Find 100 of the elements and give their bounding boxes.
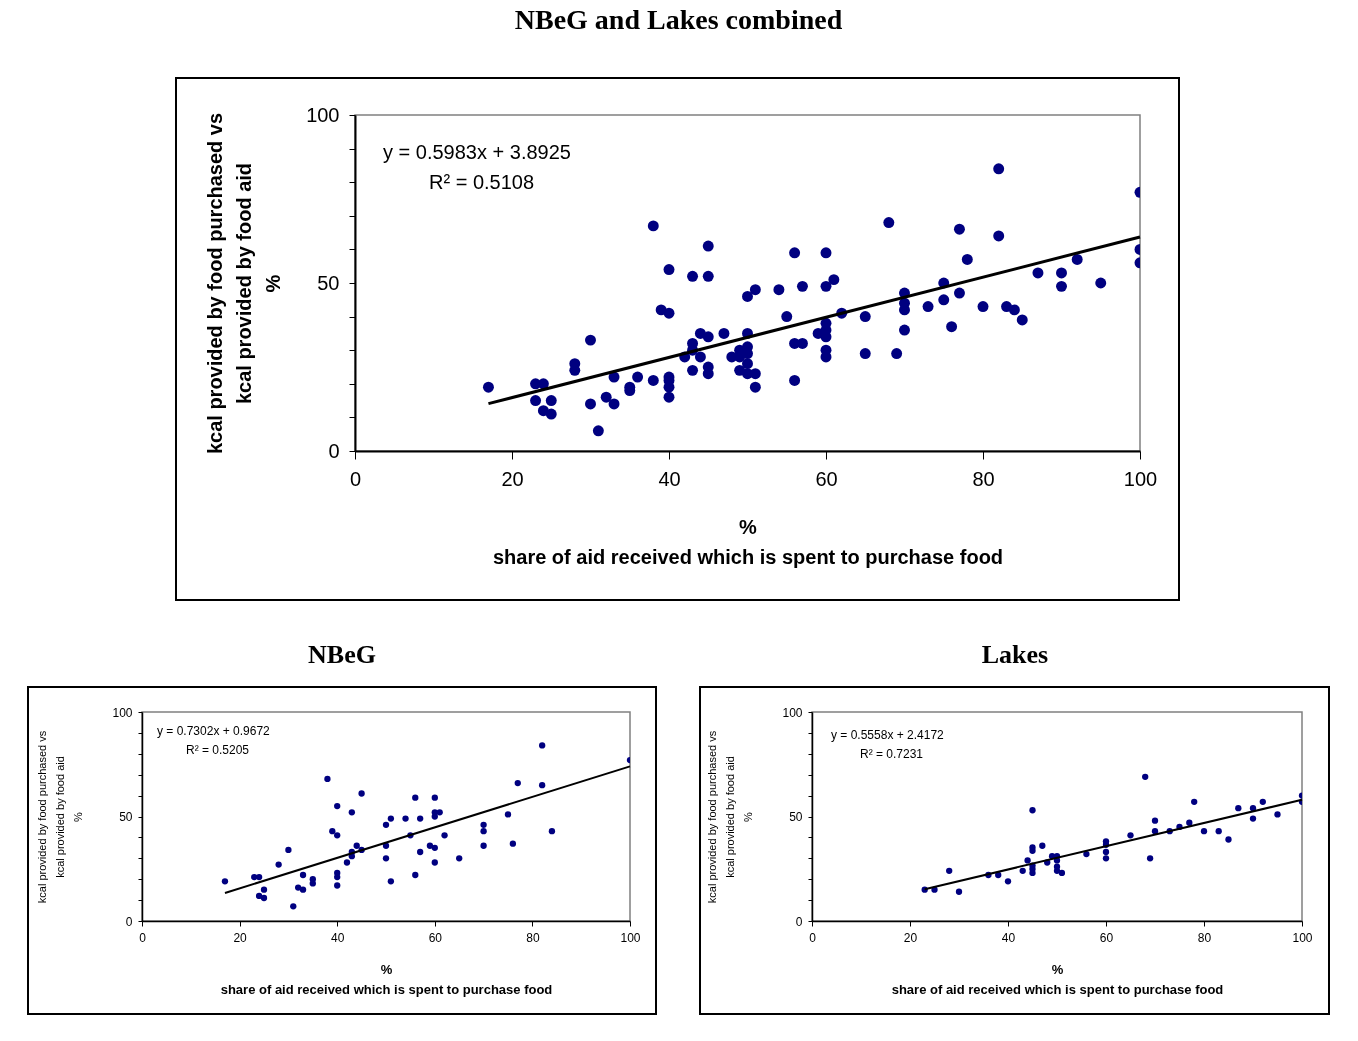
x-tick-label: 0 xyxy=(139,930,147,945)
x-axis-title: % share of aid received which is spent to purchase food xyxy=(220,961,553,997)
x-tick-label: 60 xyxy=(428,930,443,945)
point xyxy=(955,888,963,895)
point xyxy=(329,827,336,835)
point xyxy=(1225,836,1232,843)
point xyxy=(1151,827,1159,835)
annotation: y = 0.5983x + 3.8925 xyxy=(383,141,571,163)
point xyxy=(1083,850,1090,858)
point xyxy=(480,821,487,829)
point xyxy=(539,742,546,749)
point xyxy=(1053,867,1061,874)
point xyxy=(1200,827,1208,835)
annotation: R² = 0.7231 xyxy=(860,747,924,761)
x-tick-label: 40 xyxy=(1001,930,1016,945)
y-tick-label: 100 xyxy=(112,705,133,720)
y-axis-title: kcal provided by food purchased vs kcal provided by food aid % xyxy=(706,730,755,904)
point xyxy=(456,855,463,862)
x-tick-label: 40 xyxy=(331,930,345,945)
point xyxy=(1102,855,1110,862)
point xyxy=(548,827,556,835)
point xyxy=(1215,827,1222,835)
x-tick-label: 0 xyxy=(349,467,362,490)
x-tick-label: 20 xyxy=(903,930,918,945)
x-tick-label: 80 xyxy=(526,930,540,945)
annotation: y = 0.5558x + 2.4172 xyxy=(831,728,945,742)
x-axis-title: % share of aid received which is spent to purchase food xyxy=(891,961,1224,997)
point xyxy=(299,871,307,879)
point xyxy=(426,842,434,849)
y-axis-title: kcal provided by food purchased vs kcal provided by food aid % xyxy=(36,730,85,904)
chart-title: NBeG and Lakes combined xyxy=(514,4,843,35)
y-tick-label: 50 xyxy=(317,271,340,294)
point xyxy=(504,811,512,818)
point xyxy=(1024,857,1031,864)
y-tick-label: 100 xyxy=(306,103,340,126)
point xyxy=(1029,807,1036,814)
point xyxy=(260,894,268,902)
point xyxy=(309,880,316,887)
point xyxy=(255,892,263,900)
point xyxy=(1146,855,1154,862)
point xyxy=(402,815,409,822)
point xyxy=(358,790,365,797)
point xyxy=(1142,773,1149,780)
x-tick-label: 20 xyxy=(501,467,524,490)
point xyxy=(1259,798,1266,806)
point xyxy=(334,802,341,810)
y-tick-label: 0 xyxy=(125,914,133,929)
annotation: R² = 0.5205 xyxy=(186,743,250,757)
x-tick-label: 80 xyxy=(1197,930,1212,945)
point xyxy=(441,832,448,839)
point xyxy=(387,815,395,822)
point xyxy=(1039,842,1046,849)
point xyxy=(431,809,438,816)
point xyxy=(539,781,546,789)
point xyxy=(221,878,229,885)
y-axis-title: kcal provided by food purchased vs kcal provided by food aid % xyxy=(204,112,285,455)
point xyxy=(1186,819,1193,826)
point xyxy=(382,855,390,862)
point xyxy=(1151,817,1159,824)
x-tick-label: 0 xyxy=(809,930,817,945)
y-tick-label: 0 xyxy=(795,914,803,929)
y-tick-label: 50 xyxy=(789,810,803,824)
point xyxy=(1274,811,1281,818)
point xyxy=(1127,832,1134,839)
annotation: y = 0.7302x + 0.9672 xyxy=(157,724,271,738)
point xyxy=(431,844,438,852)
point xyxy=(343,859,351,866)
point xyxy=(1102,848,1110,856)
point xyxy=(412,794,419,801)
point xyxy=(260,886,268,893)
x-tick-label: 20 xyxy=(233,930,248,945)
point xyxy=(299,886,307,893)
point xyxy=(417,815,424,822)
point xyxy=(1249,804,1257,812)
point xyxy=(290,903,297,910)
point xyxy=(275,861,282,868)
x-tick-label: 60 xyxy=(815,467,838,490)
point xyxy=(1191,798,1198,806)
point xyxy=(1004,878,1012,885)
point xyxy=(295,884,302,891)
point xyxy=(255,873,263,881)
point xyxy=(480,827,487,835)
point xyxy=(514,779,521,787)
point xyxy=(480,842,487,849)
point xyxy=(334,873,341,881)
x-axis-title: % share of aid received which is spent to purchase food xyxy=(492,515,1004,568)
point xyxy=(1019,867,1026,874)
point xyxy=(995,871,1002,879)
y-tick-label: 100 xyxy=(782,705,803,720)
point xyxy=(1235,804,1242,812)
point xyxy=(353,842,360,849)
point xyxy=(1249,815,1257,822)
point xyxy=(334,832,341,839)
point xyxy=(387,878,395,885)
point xyxy=(348,809,355,816)
point xyxy=(285,846,292,854)
point xyxy=(324,775,331,783)
x-tick-label: 100 xyxy=(1292,930,1313,945)
chart-title: NBeG xyxy=(308,640,376,669)
point xyxy=(1058,869,1066,877)
